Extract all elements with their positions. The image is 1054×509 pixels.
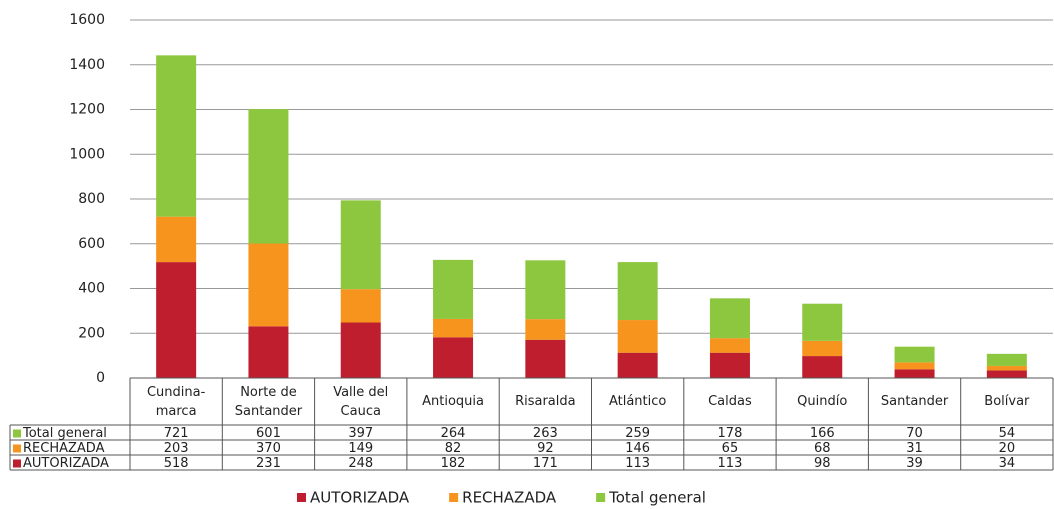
bar-segment [156, 55, 197, 217]
table-cell: 70 [906, 426, 923, 441]
bar-segment [340, 200, 381, 290]
bar-segment [894, 369, 935, 378]
bar-segment [525, 260, 566, 320]
table-cell: 113 [625, 456, 650, 471]
y-tick-label: 0 [96, 370, 105, 386]
table-cell: 397 [348, 426, 373, 441]
bar-segment [617, 352, 658, 378]
table-cell: 54 [999, 426, 1016, 441]
table-cell: 203 [164, 441, 189, 456]
bar-segment [525, 339, 566, 378]
table-legend-key [13, 459, 21, 468]
bar-segment [617, 320, 658, 353]
bar-segment [156, 216, 197, 263]
legend-key [297, 493, 306, 502]
legend-label: RECHAZADA [462, 489, 557, 507]
bar-segment [894, 362, 935, 370]
bar-segment [433, 259, 474, 319]
table-cell: 264 [441, 426, 466, 441]
y-tick-label: 400 [78, 281, 105, 297]
table-row-label: AUTORIZADA [23, 456, 109, 471]
table-cell: 171 [533, 456, 558, 471]
bar-segment [709, 338, 750, 353]
x-tick-label: Santander [881, 394, 949, 409]
data-table: Cundina-marca Norte de Santander Valle del C… [9, 377, 1054, 471]
table-cell: 65 [722, 441, 739, 456]
x-tick-label: Bolívar [984, 394, 1030, 409]
table-cell: 31 [906, 441, 923, 456]
table-cell: 20 [999, 441, 1016, 456]
table-cell: 721 [164, 426, 189, 441]
table-cell: 601 [256, 426, 281, 441]
table-cell: 146 [625, 441, 650, 456]
table-cell: 92 [537, 441, 554, 456]
y-tick-label: 1200 [69, 102, 105, 118]
legend-key [449, 493, 459, 502]
bar-segment [433, 337, 474, 378]
x-tick-label: Cundina-marca [147, 385, 206, 419]
bar-segment [433, 318, 474, 338]
table-cell: 98 [814, 456, 831, 471]
y-tick-label: 1000 [69, 146, 105, 162]
x-tick-label: Atlántico [609, 394, 666, 409]
x-tick-label: Antioquia [422, 394, 484, 409]
bar-segment [709, 352, 750, 378]
bar-segment [802, 356, 843, 378]
table-cell: 178 [718, 426, 743, 441]
y-tick-label: 800 [78, 191, 105, 207]
bar-segment [986, 353, 1027, 366]
table-cell: 263 [533, 426, 558, 441]
legend-label: AUTORIZADA [310, 489, 410, 507]
legend-key [596, 493, 606, 502]
x-tick-label: Norte de Santander [235, 385, 303, 419]
table-legend-key [13, 444, 21, 453]
bar-segment [986, 365, 1027, 371]
table-cell: 370 [256, 441, 281, 456]
bar-segment [248, 109, 289, 244]
table-cell: 231 [256, 456, 281, 471]
table-cell: 34 [999, 456, 1016, 471]
bar-segment [617, 262, 658, 321]
y-tick-label: 1600 [69, 12, 105, 28]
table-cell: 166 [810, 426, 835, 441]
bar-segment [986, 370, 1027, 378]
y-tick-label: 1400 [69, 57, 105, 73]
y-tick-label: 200 [78, 325, 105, 341]
table-legend-key [13, 429, 21, 438]
bar-segment [248, 326, 289, 378]
table-row-label: RECHAZADA [23, 441, 105, 456]
legend: AUTORIZADA RECHAZADA Total general [297, 489, 706, 507]
bar-segment [894, 346, 935, 363]
x-tick-label: Valle del Cauca [333, 385, 388, 419]
table-cell: 149 [348, 441, 373, 456]
bar-segment [802, 303, 843, 341]
y-tick-label: 600 [78, 236, 105, 252]
table-cell: 82 [445, 441, 462, 456]
table-cell: 248 [348, 456, 373, 471]
bar-segment [340, 289, 381, 323]
x-tick-label: Quindío [797, 394, 847, 409]
bar-segment [802, 340, 843, 357]
bar-segment [156, 262, 197, 378]
table-cell: 182 [441, 456, 466, 471]
bar-segment [248, 243, 289, 327]
bar-segment [525, 319, 566, 340]
table-cell: 518 [164, 456, 189, 471]
x-tick-label: Caldas [708, 394, 752, 409]
bar-segment [340, 322, 381, 378]
table-row-label: Total general [22, 426, 107, 441]
table-cell: 68 [814, 441, 831, 456]
legend-label: Total general [608, 489, 706, 507]
table-cell: 39 [906, 456, 923, 471]
x-tick-label: Risaralda [515, 394, 576, 409]
bar-segment [709, 298, 750, 339]
table-cell: 259 [625, 426, 650, 441]
table-cell: 113 [718, 456, 743, 471]
